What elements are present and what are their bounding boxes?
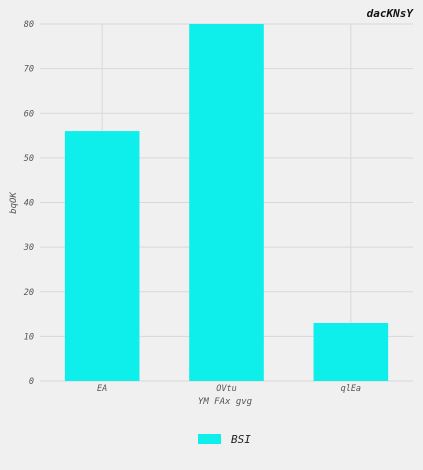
y-tick-label: 70 [24, 65, 34, 75]
y-tick-label: 80 [24, 20, 34, 30]
y-tick-label: 0 [29, 377, 34, 387]
y-tick-label: 50 [24, 154, 34, 164]
y-tick-label: 10 [24, 332, 34, 342]
chart-title: dacKNsY [367, 7, 415, 20]
legend-label: BSI [231, 433, 251, 446]
x-axis-title: YM FAx gvg [198, 397, 253, 407]
y-tick-label: 40 [24, 199, 34, 209]
legend: BSI [198, 433, 251, 446]
x-tick-labels: EA OVtu qlEa [97, 384, 361, 394]
y-tick-labels: 0 10 20 30 40 50 60 70 80 [23, 20, 34, 387]
x-tick-label: qlEa [341, 384, 361, 394]
bar-OVtu [189, 24, 264, 381]
bar-qlEa [313, 322, 389, 381]
y-tick-label: 30 [23, 243, 34, 253]
x-tick-label: EA [97, 384, 107, 394]
y-axis-title: bqOK [9, 192, 19, 214]
x-tick-label: OVtu [216, 384, 236, 394]
bar-EA [64, 131, 140, 381]
bars [64, 24, 389, 381]
y-tick-label: 20 [24, 288, 34, 298]
legend-swatch [198, 434, 221, 444]
y-tick-label: 60 [24, 109, 34, 119]
